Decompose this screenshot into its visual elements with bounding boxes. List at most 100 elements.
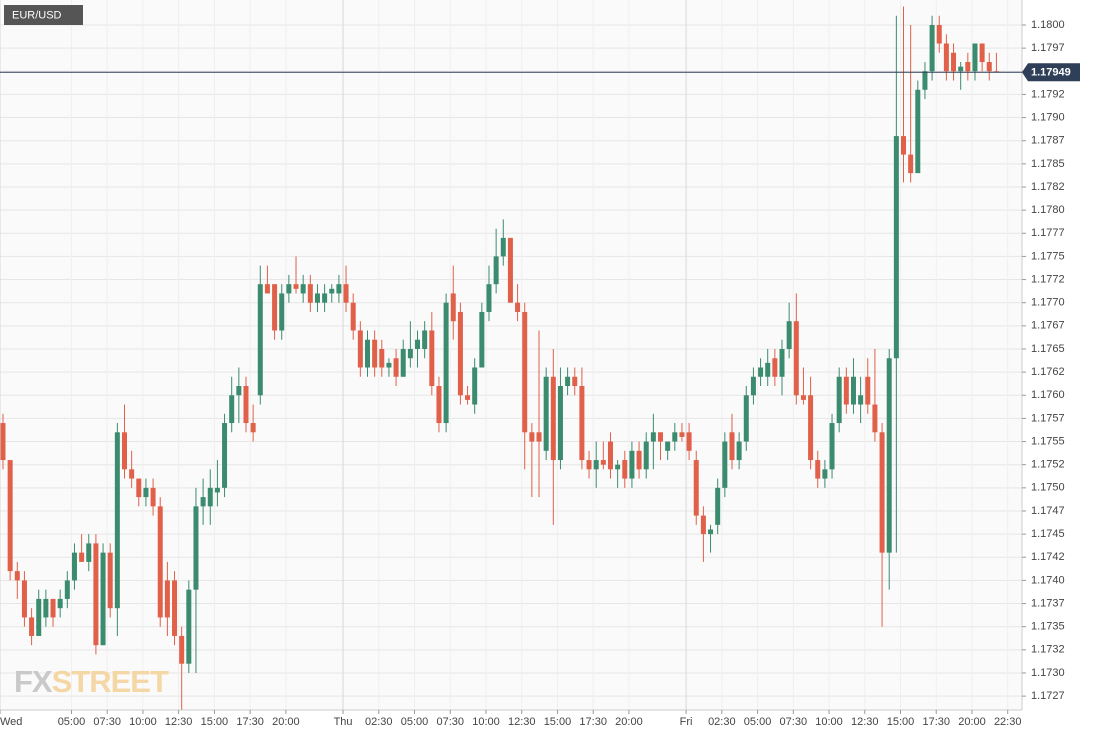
candle-body: [107, 552, 113, 609]
candle-body: [279, 293, 285, 331]
candle-body: [936, 24, 942, 44]
candle-body: [393, 358, 399, 377]
candle-body: [429, 330, 435, 387]
y-tick-label: 1.1740: [1031, 574, 1065, 586]
candle-body: [186, 589, 192, 664]
candle-body: [672, 432, 678, 442]
candle-body: [593, 460, 599, 470]
candle-body: [972, 43, 978, 72]
x-tick-label: 07:30: [436, 716, 464, 728]
candle-body: [922, 71, 928, 90]
candle-body: [336, 284, 342, 294]
y-tick-label: 1.1757: [1031, 412, 1065, 424]
y-tick-label: 1.1735: [1031, 621, 1065, 633]
candle-body: [786, 321, 792, 349]
candle-body: [772, 358, 778, 377]
y-tick-label: 1.1780: [1031, 204, 1065, 216]
y-tick-label: 1.1800: [1031, 19, 1065, 31]
candle-body: [364, 339, 370, 368]
candle-body: [172, 580, 178, 636]
candle-body: [207, 487, 213, 507]
candle-body: [815, 460, 821, 479]
candle-body: [536, 432, 542, 442]
candle-body: [14, 571, 20, 581]
y-tick-label: 1.1770: [1031, 297, 1065, 309]
candle-body: [708, 529, 714, 535]
candle-body: [71, 552, 77, 581]
candle-body: [493, 256, 499, 285]
x-tick-label: 17:30: [922, 716, 950, 728]
candle-body: [443, 302, 449, 424]
x-tick-label: 10:00: [472, 716, 500, 728]
x-tick-label: 07:30: [93, 716, 121, 728]
candle-body: [264, 284, 270, 294]
watermark-street: STREET: [52, 664, 169, 699]
candle-body: [901, 136, 907, 155]
candle-body: [650, 432, 656, 442]
x-tick-label: 05:00: [744, 716, 772, 728]
candle-body: [700, 515, 706, 535]
candle-body: [379, 348, 385, 368]
y-tick-label: 1.1777: [1031, 227, 1065, 239]
last-price-label: 1.17949: [1031, 67, 1071, 79]
candle-body: [200, 497, 206, 507]
candle-body: [386, 362, 392, 368]
candle-body: [915, 89, 921, 174]
y-tick-label: 1.1760: [1031, 389, 1065, 401]
candle-body: [600, 460, 606, 465]
y-tick-label: 1.1772: [1031, 273, 1065, 285]
candle-body: [407, 348, 413, 359]
candle-body: [579, 386, 585, 461]
x-tick-label: 20:00: [272, 716, 300, 728]
candle-body: [958, 66, 964, 72]
candle-body: [157, 506, 163, 618]
candle-body: [343, 284, 349, 303]
y-tick-label: 1.1752: [1031, 459, 1065, 471]
x-tick-label: Thu: [334, 716, 353, 728]
candle-body: [693, 460, 699, 516]
candle-body: [143, 487, 149, 498]
candle-body: [64, 580, 70, 599]
axes: 1.18001.17971.17951.17921.17901.17871.17…: [0, 19, 1080, 728]
candle-body: [722, 441, 728, 488]
candle-body: [357, 330, 363, 368]
x-tick-label: 17:30: [236, 716, 264, 728]
x-tick-label: 07:30: [780, 716, 808, 728]
candle-body: [450, 293, 456, 322]
y-tick-label: 1.1730: [1031, 667, 1065, 679]
candle-body: [329, 288, 335, 294]
candle-body: [222, 423, 228, 488]
candle-body: [350, 302, 356, 331]
candle-body: [715, 487, 721, 525]
candle-body: [643, 441, 649, 470]
candle-body: [636, 450, 642, 470]
candle-body: [886, 358, 892, 553]
candle-body: [829, 423, 835, 470]
x-tick-label: 22:30: [994, 716, 1022, 728]
candle-body: [293, 284, 299, 289]
candle-body: [850, 376, 856, 405]
candle-body: [572, 376, 578, 387]
candle-body: [193, 506, 199, 590]
y-tick-label: 1.1792: [1031, 88, 1065, 100]
plot-background: [0, 0, 1022, 710]
candle-body: [314, 293, 320, 303]
candle-body: [29, 617, 35, 636]
candle-body: [943, 43, 949, 72]
candle-body: [272, 284, 278, 331]
x-tick-label: 17:30: [579, 716, 607, 728]
candle-body: [836, 376, 842, 424]
candle-body: [436, 386, 442, 424]
candle-body: [979, 43, 985, 63]
candle-body: [800, 395, 806, 400]
y-tick-label: 1.1742: [1031, 551, 1065, 563]
candle-body: [893, 136, 899, 359]
watermark: FXSTREET: [14, 664, 169, 699]
x-tick-label: 05:00: [401, 716, 429, 728]
candle-body: [951, 52, 957, 72]
candle-body: [822, 469, 828, 479]
candle-body: [743, 395, 749, 442]
candle-body: [257, 284, 263, 396]
candle-body: [665, 441, 671, 451]
